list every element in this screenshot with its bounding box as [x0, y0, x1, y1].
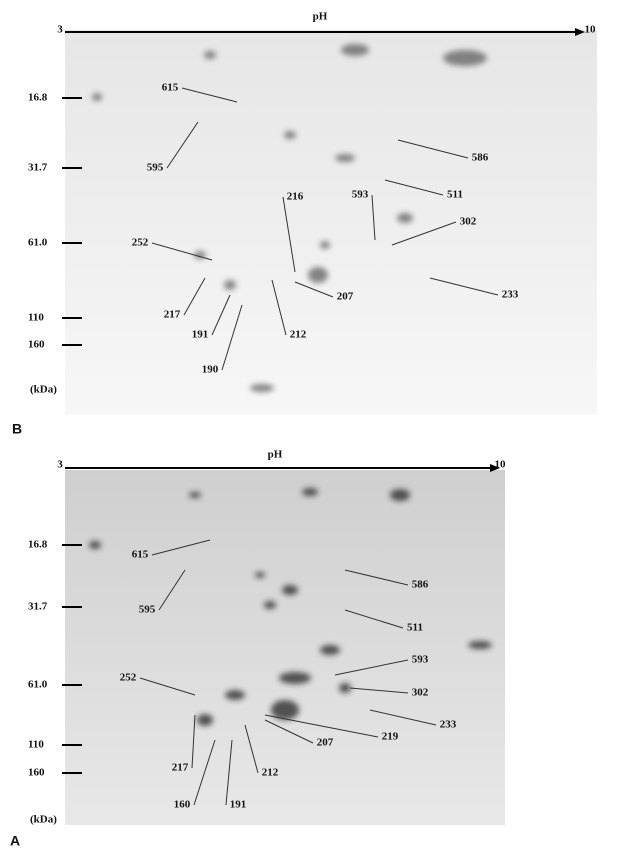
mw-label: (kDa): [30, 814, 57, 826]
spot-leader: [211, 294, 231, 336]
panel-letter: B: [12, 421, 22, 437]
spot-label: 593: [412, 654, 429, 666]
mw-label: 16.8: [28, 539, 48, 551]
spot-leader: [391, 221, 457, 246]
spot-label: 216: [287, 191, 304, 203]
mw-label: 110: [28, 312, 44, 324]
ph-arrow: [490, 464, 500, 472]
spot-leader: [225, 739, 233, 806]
mw-label: 160: [28, 767, 45, 779]
spot-label: 233: [440, 719, 457, 731]
ph-start: 3: [57, 24, 63, 36]
spot-label: 212: [262, 767, 279, 779]
spot-label: 302: [412, 687, 429, 699]
spot-label: 252: [132, 237, 149, 249]
spot-label: 595: [139, 604, 156, 616]
spot-label: 586: [472, 152, 489, 164]
spot-leader: [369, 709, 437, 726]
ph-end: 10: [495, 459, 507, 471]
ph-arrow: [575, 28, 585, 36]
spot-leader: [282, 196, 296, 273]
spot-label: 219: [382, 731, 399, 743]
spot-label: 615: [162, 82, 179, 94]
spot-leader: [384, 179, 444, 196]
mw-label: 31.7: [28, 162, 48, 174]
spot-leader: [158, 569, 186, 611]
spot-leader: [264, 719, 314, 744]
spot-leader: [244, 724, 259, 774]
spot-label: 191: [230, 799, 247, 811]
spot-label: 191: [192, 329, 209, 341]
spot-leader: [151, 242, 213, 261]
spot-leader: [294, 281, 334, 298]
mw-label: 61.0: [28, 679, 48, 691]
spot-leader: [397, 139, 469, 159]
spot-leader: [371, 194, 376, 241]
spot-label: 233: [502, 289, 519, 301]
spot-leader: [193, 739, 216, 806]
spot-label: 615: [132, 549, 149, 561]
ph-label: pH: [313, 11, 328, 23]
spot-label: 302: [460, 216, 477, 228]
mw-label: 16.8: [28, 92, 48, 104]
gel-a: [65, 470, 505, 825]
spot-leader: [344, 609, 404, 629]
spot-label: 511: [407, 622, 423, 634]
mw-label: 31.7: [28, 601, 48, 613]
spot-leader: [221, 304, 243, 371]
spot-label: 593: [352, 189, 369, 201]
spot-label: 212: [290, 329, 307, 341]
spot-label: 586: [412, 579, 429, 591]
spot-leader: [191, 714, 196, 769]
mw-label: 160: [28, 339, 45, 351]
spot-leader: [271, 279, 287, 336]
spot-leader: [151, 539, 211, 556]
spot-label: 217: [164, 309, 181, 321]
panel-letter: A: [10, 833, 20, 849]
ph-label: pH: [268, 449, 283, 461]
spot-label: 207: [317, 737, 334, 749]
spot-label: 190: [202, 364, 219, 376]
spot-label: 511: [447, 189, 463, 201]
ph-start: 3: [57, 459, 63, 471]
spot-leader: [334, 659, 409, 676]
spot-leader: [166, 121, 199, 169]
spot-label: 217: [172, 762, 189, 774]
spot-leader: [183, 277, 206, 316]
spot-leader: [181, 87, 238, 103]
ph-end: 10: [585, 24, 597, 36]
spot-leader: [349, 687, 409, 694]
spot-leader: [344, 569, 409, 586]
spot-leader: [264, 714, 379, 738]
spot-label: 160: [174, 799, 191, 811]
spot-label: 252: [120, 672, 137, 684]
spot-leader: [429, 277, 499, 296]
spot-label: 207: [337, 291, 354, 303]
spot-label: 595: [147, 162, 164, 174]
mw-label: 61.0: [28, 237, 48, 249]
gel-b: [65, 30, 597, 415]
spot-leader: [139, 677, 196, 696]
mw-label: 110: [28, 739, 44, 751]
mw-label: (kDa): [30, 384, 57, 396]
